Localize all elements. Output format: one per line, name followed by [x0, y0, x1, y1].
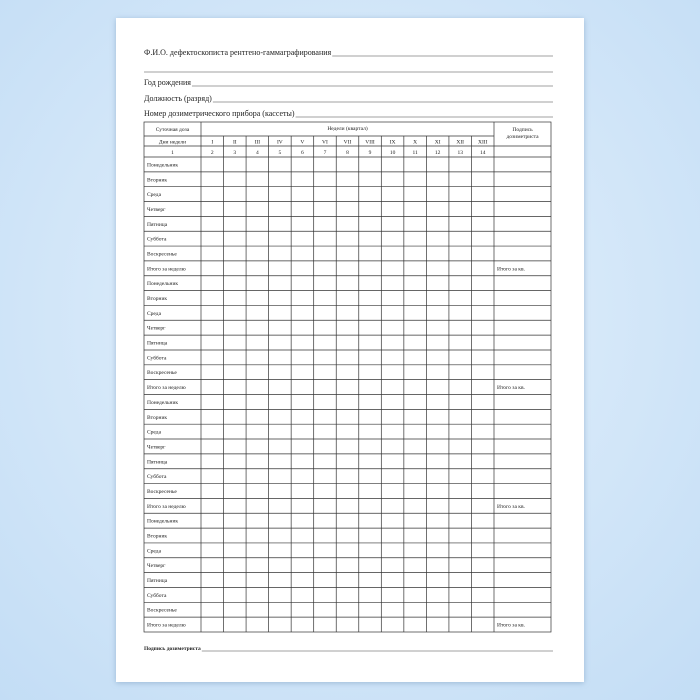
row-label: Пятница: [147, 459, 168, 465]
week-numeral: I: [211, 140, 213, 146]
row-label: Четверг: [147, 207, 166, 213]
row-label: Понедельник: [147, 281, 178, 287]
column-number: 9: [369, 150, 372, 156]
column-number: 3: [233, 150, 236, 156]
row-label: Вторник: [147, 177, 167, 183]
row-label: Пятница: [147, 578, 168, 584]
row-label: Пятница: [147, 222, 168, 228]
row-label: Пятница: [147, 341, 168, 347]
week-numeral: VIII: [365, 140, 375, 146]
birth-year-label: Год рождения: [144, 78, 191, 87]
week-numeral: IX: [390, 140, 396, 146]
week-numeral: III: [255, 140, 261, 146]
row-label: Понедельник: [147, 519, 178, 525]
week-numeral: X: [413, 140, 417, 146]
row-label: Понедельник: [147, 400, 178, 406]
row-label: Среда: [147, 311, 162, 317]
row-label: Среда: [147, 548, 162, 554]
quarter-total: Итого за кв.: [497, 385, 526, 391]
row-label: Суббота: [147, 236, 167, 243]
row-label: Итого за неделю: [147, 623, 186, 629]
week-numeral: XII: [456, 140, 464, 146]
week-numeral: XIII: [478, 140, 488, 146]
quarter-total: Итого за кв.: [497, 504, 526, 510]
quarter-total: Итого за кв.: [497, 623, 526, 629]
weeks-header: Недели (квартал): [327, 125, 367, 132]
row-label: Вторник: [147, 415, 167, 421]
row-label: Воскресенье: [147, 251, 177, 257]
position-label: Должность (разряд): [144, 94, 212, 103]
week-numeral: VI: [322, 140, 328, 146]
week-numeral: VII: [344, 140, 352, 146]
row-label: Итого за неделю: [147, 385, 186, 391]
row-label: Суббота: [147, 473, 167, 480]
footer-signature: Подпись дозиметриста: [144, 646, 201, 652]
column-number: 11: [412, 150, 418, 156]
row-label: Среда: [147, 430, 162, 436]
column-number: 14: [480, 150, 486, 156]
signature-header: Подпись дозиметриста: [506, 127, 539, 140]
fio-label: Ф.И.О. дефектоскописта рентгено-гаммагра…: [144, 48, 332, 57]
week-numeral: V: [300, 140, 304, 146]
row-label: Итого за неделю: [147, 504, 186, 510]
column-number: 13: [457, 150, 463, 156]
row-label: Воскресенье: [147, 608, 177, 614]
column-number: 6: [301, 150, 304, 156]
row-label: Вторник: [147, 296, 167, 302]
week-numeral: II: [233, 140, 237, 146]
quarter-total: Итого за кв.: [497, 266, 526, 272]
table-border: [143, 121, 552, 633]
row-label: Четверг: [147, 326, 166, 332]
column-number: 10: [390, 150, 396, 156]
dosimeter-label: Номер дозиметрического прибора (кассеты): [144, 109, 295, 118]
row-label: Четверг: [147, 563, 166, 569]
row-label: Суббота: [147, 592, 167, 599]
row-label: Итого за неделю: [147, 266, 186, 272]
row-label: Вторник: [147, 534, 167, 540]
column-number: 8: [346, 150, 349, 156]
row-label: Воскресенье: [147, 370, 177, 376]
row-label: Среда: [147, 192, 162, 198]
days-header: Дни недели: [159, 140, 186, 146]
row-label: Воскресенье: [147, 489, 177, 495]
week-numeral: IV: [277, 140, 283, 146]
row-label: Суббота: [147, 354, 167, 361]
column-number: 5: [279, 150, 282, 156]
daily-dose-header: Суточная доза: [156, 127, 190, 133]
row-label: Понедельник: [147, 162, 178, 168]
column-number: 2: [211, 150, 214, 156]
column-number: 12: [435, 150, 441, 156]
column-number: 7: [324, 150, 327, 156]
row-label: Четверг: [147, 444, 166, 450]
column-number: 4: [256, 150, 259, 156]
week-numeral: XI: [435, 140, 441, 146]
column-number: 1: [171, 150, 174, 156]
